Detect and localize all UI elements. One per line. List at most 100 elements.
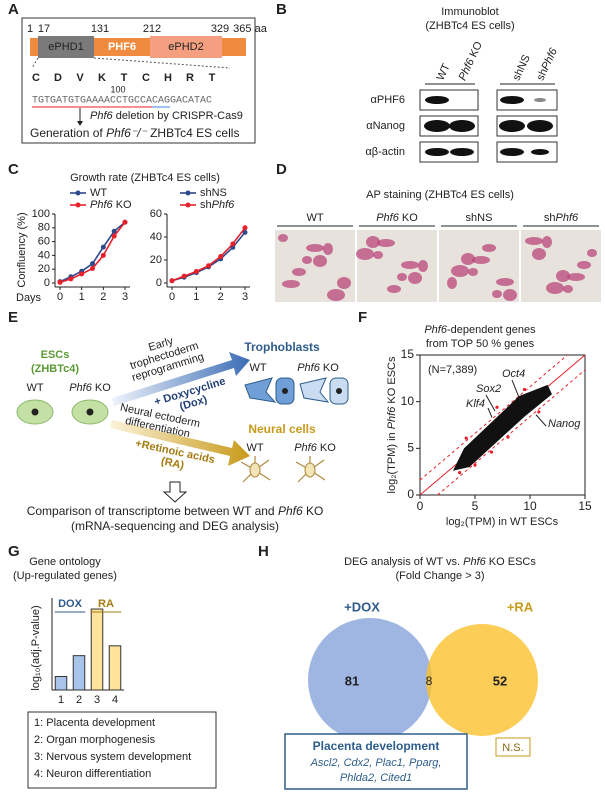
shape — [284, 733, 468, 790]
y-tick-label: 80 — [38, 222, 50, 234]
colony — [387, 285, 401, 293]
shape — [527, 120, 553, 132]
lane-label: shPhf6 — [534, 46, 560, 83]
x-tick-label: 1 — [79, 291, 85, 303]
y-tick-label: 15 — [401, 347, 415, 361]
shape — [531, 149, 549, 155]
y-tick-label: 20 — [38, 263, 50, 275]
y-tick-label: 10 — [401, 394, 415, 408]
outlier — [537, 410, 541, 414]
legend-item: 4: Neuron differentiation — [34, 768, 151, 780]
x-axis-label: log₂(TPM) in WT ESCs — [446, 516, 559, 528]
series-line — [171, 231, 246, 282]
outlier — [458, 471, 462, 475]
y-axis-label: log₁₀(adj.P-value) — [30, 605, 42, 690]
shape — [449, 120, 475, 132]
x-tick-label: 1 — [58, 694, 64, 706]
gene-list: Phlda2, Cited1 — [340, 772, 412, 784]
dna-sequence: TGTGATGTGAAAACCTGCCACAGGACATAC — [32, 96, 212, 107]
cell-type: Neural cells — [248, 422, 316, 436]
result-text: Generation of Phf6⁻/⁻ ZHBTc4 ES cells — [30, 126, 239, 140]
gene-label: Nanog — [548, 418, 581, 430]
shape — [336, 388, 342, 394]
panel-label: C — [8, 161, 19, 178]
colony — [408, 272, 422, 284]
x-tick-label: 15 — [578, 499, 592, 513]
panel-label: B — [276, 1, 287, 18]
colony — [282, 280, 300, 288]
cell-label: WT — [249, 362, 266, 374]
colony — [556, 270, 570, 282]
venn-set — [308, 618, 432, 742]
shape — [110, 420, 250, 466]
x-tick-label: 10 — [523, 499, 537, 513]
position: 212 — [143, 23, 161, 35]
point — [68, 276, 74, 282]
treatment-label: (RA) — [160, 455, 186, 472]
method-text: Phf6 deletion by CRISPR-Cas9 — [90, 110, 243, 122]
shape — [500, 96, 524, 104]
position: 329 — [211, 23, 229, 35]
outlier — [473, 463, 477, 467]
colony — [532, 248, 546, 260]
shape — [86, 408, 94, 416]
position: 17 — [38, 23, 50, 35]
image-label: shPhf6 — [544, 212, 579, 224]
comparison-text: (mRNA-sequencing and DEG analysis) — [71, 519, 279, 533]
x-tick-label: 2 — [218, 291, 224, 303]
colony — [492, 290, 502, 298]
panel-label: A — [8, 1, 19, 18]
colony — [563, 285, 573, 293]
y-tick-label: 60 — [38, 236, 50, 248]
gene-label: Sox2 — [476, 383, 501, 395]
legend-label: shPhf6 — [200, 199, 235, 211]
point — [181, 273, 187, 279]
shape — [496, 141, 558, 163]
colony — [503, 289, 517, 301]
point — [57, 279, 63, 285]
panel-label: H — [258, 543, 269, 560]
shape — [31, 408, 39, 416]
panel-label: G — [8, 543, 20, 560]
legend-label: shNS — [200, 187, 227, 199]
cell-type: Trophoblasts — [244, 340, 320, 354]
residue: D — [54, 72, 62, 84]
chart-title: from TOP 50 % genes — [426, 338, 535, 350]
esc-label: (ZHBTc4) — [31, 363, 79, 375]
shape — [534, 98, 546, 102]
colony — [587, 249, 597, 257]
colony — [356, 248, 374, 260]
stain-image — [275, 230, 355, 302]
colony — [451, 265, 469, 277]
residue: R — [186, 72, 194, 84]
shape — [31, 57, 39, 69]
residue: C — [142, 72, 150, 84]
bar — [72, 655, 86, 691]
colony — [302, 256, 312, 264]
x-tick-label: 0 — [417, 499, 424, 513]
shape — [112, 352, 250, 406]
x-tick-label: 2 — [76, 694, 82, 706]
shape — [21, 17, 256, 144]
image-label: WT — [306, 212, 323, 224]
legend-marker — [75, 202, 81, 208]
cell-label: WT — [246, 442, 263, 454]
group-label: RA — [98, 598, 114, 610]
colony — [418, 260, 428, 272]
bar — [54, 676, 68, 691]
plot-frame — [419, 354, 586, 496]
colony — [401, 261, 419, 269]
group — [244, 377, 349, 405]
x-tick-label: 1 — [193, 291, 199, 303]
cell-label: Phf6 KO — [294, 442, 336, 454]
domain: ePHD2 — [168, 41, 203, 53]
annotation: N.S. — [502, 742, 523, 754]
count: 8 — [426, 674, 433, 688]
point — [111, 233, 117, 239]
residue: K — [98, 72, 106, 84]
shape — [249, 462, 261, 478]
shape — [150, 36, 222, 58]
chart-title: (Fold Change > 3) — [396, 570, 485, 582]
colony — [472, 256, 490, 264]
